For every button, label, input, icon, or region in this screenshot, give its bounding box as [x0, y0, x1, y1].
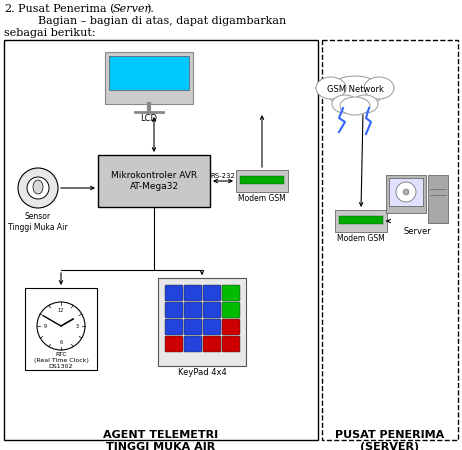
- FancyBboxPatch shape: [184, 336, 202, 352]
- Ellipse shape: [33, 180, 43, 194]
- Text: RTC
(Real Time Clock)
DS1302: RTC (Real Time Clock) DS1302: [34, 352, 88, 369]
- Text: 3: 3: [75, 324, 79, 328]
- FancyBboxPatch shape: [184, 285, 202, 301]
- Text: 2.: 2.: [4, 4, 15, 14]
- Bar: [428, 175, 448, 223]
- Text: Modem GSM: Modem GSM: [238, 194, 286, 203]
- Bar: [335, 210, 387, 232]
- Ellipse shape: [364, 77, 394, 99]
- Text: LCD: LCD: [140, 114, 158, 123]
- Circle shape: [27, 177, 49, 199]
- Bar: [322, 40, 458, 440]
- Bar: [98, 155, 210, 207]
- Bar: [389, 178, 423, 206]
- Ellipse shape: [316, 77, 346, 99]
- Circle shape: [403, 189, 409, 195]
- Text: PUSAT PENERIMA
(SERVER): PUSAT PENERIMA (SERVER): [335, 430, 444, 450]
- Ellipse shape: [340, 97, 370, 115]
- FancyBboxPatch shape: [222, 319, 240, 335]
- FancyBboxPatch shape: [165, 285, 183, 301]
- FancyBboxPatch shape: [184, 319, 202, 335]
- Text: Server: Server: [113, 4, 151, 14]
- Bar: [339, 216, 383, 224]
- Bar: [386, 175, 426, 213]
- FancyBboxPatch shape: [165, 336, 183, 352]
- Circle shape: [396, 182, 416, 202]
- Bar: [109, 56, 189, 90]
- FancyBboxPatch shape: [165, 319, 183, 335]
- Circle shape: [37, 302, 85, 350]
- Text: KeyPad 4x4: KeyPad 4x4: [177, 368, 226, 377]
- Text: RS-232: RS-232: [211, 173, 236, 179]
- Ellipse shape: [332, 95, 358, 113]
- Bar: [236, 170, 288, 192]
- Text: ).: ).: [146, 4, 154, 14]
- Text: 9: 9: [43, 324, 47, 328]
- FancyBboxPatch shape: [203, 336, 221, 352]
- Text: Modem GSM: Modem GSM: [337, 234, 385, 243]
- FancyBboxPatch shape: [203, 285, 221, 301]
- Text: 6: 6: [60, 339, 62, 345]
- Text: AGENT TELEMETRI
TINGGI MUKA AIR: AGENT TELEMETRI TINGGI MUKA AIR: [103, 430, 219, 450]
- FancyBboxPatch shape: [203, 302, 221, 318]
- Text: Mikrokontroler AVR
AT-Mega32: Mikrokontroler AVR AT-Mega32: [111, 171, 197, 191]
- Text: sebagai berikut:: sebagai berikut:: [4, 28, 96, 38]
- Ellipse shape: [352, 95, 378, 113]
- Ellipse shape: [327, 76, 383, 108]
- Text: Server: Server: [403, 227, 431, 236]
- Bar: [158, 278, 246, 366]
- FancyBboxPatch shape: [184, 302, 202, 318]
- FancyBboxPatch shape: [165, 302, 183, 318]
- Bar: [105, 52, 193, 104]
- Circle shape: [18, 168, 58, 208]
- Bar: [240, 176, 284, 184]
- FancyBboxPatch shape: [222, 336, 240, 352]
- Text: Pusat Penerima (: Pusat Penerima (: [18, 4, 115, 14]
- Bar: [4, 40, 318, 440]
- FancyBboxPatch shape: [222, 285, 240, 301]
- FancyBboxPatch shape: [203, 319, 221, 335]
- Text: 12: 12: [58, 307, 64, 312]
- FancyBboxPatch shape: [222, 302, 240, 318]
- Text: GSM Network: GSM Network: [327, 86, 383, 94]
- Bar: [25, 288, 97, 370]
- Text: Bagian – bagian di atas, dapat digambarkan: Bagian – bagian di atas, dapat digambark…: [38, 16, 286, 26]
- Text: Sensor
Tinggi Muka Air: Sensor Tinggi Muka Air: [8, 212, 68, 232]
